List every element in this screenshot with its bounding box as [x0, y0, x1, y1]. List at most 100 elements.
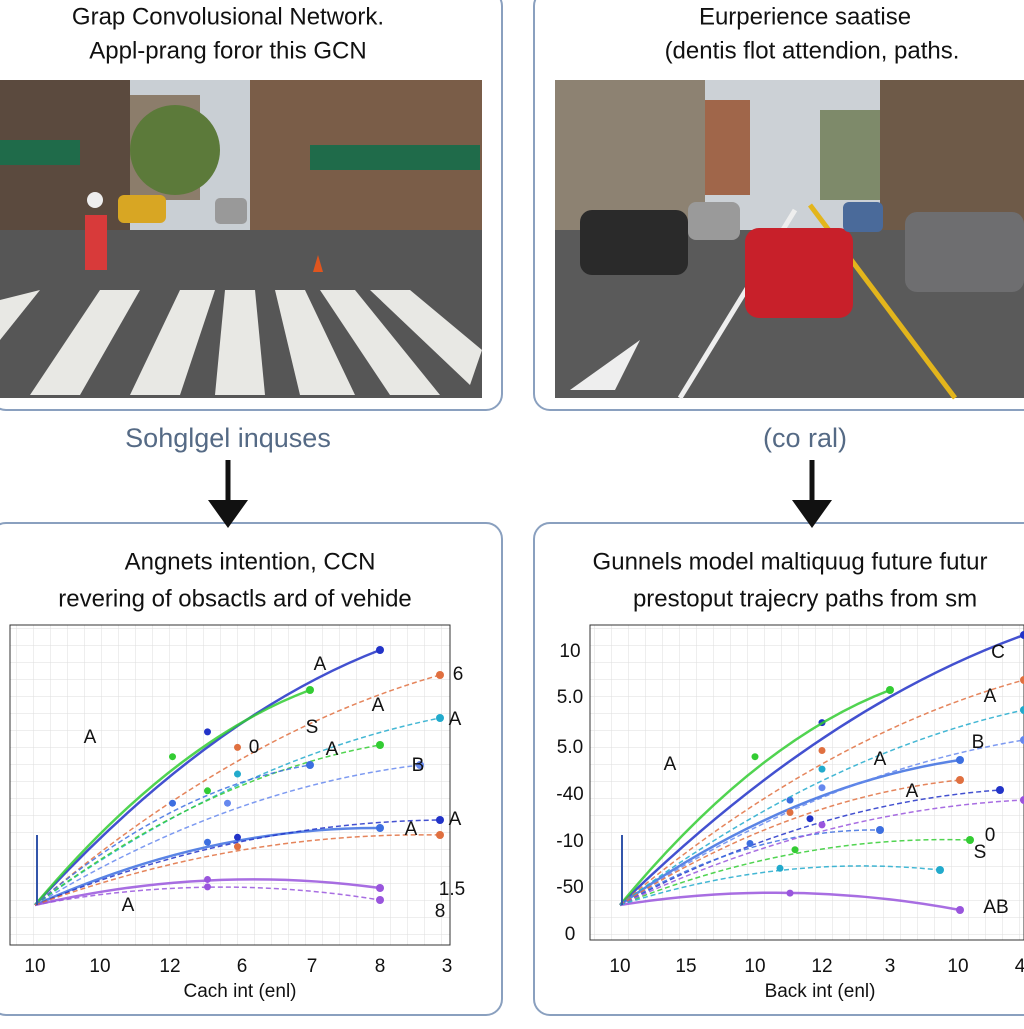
x-tick-label: 3 — [442, 956, 453, 977]
y-tick-label: -50 — [556, 877, 583, 898]
annotation: A — [874, 749, 887, 770]
trajectory-point — [1020, 736, 1024, 744]
trajectory-point — [234, 770, 241, 778]
x-tick-label: 3 — [885, 956, 896, 977]
trajectory-point — [169, 799, 176, 807]
trajectory — [619, 789, 1001, 906]
trajectory-point — [956, 756, 964, 764]
trajectories — [34, 631, 1024, 914]
annotation: C — [991, 642, 1005, 663]
street-photo — [555, 80, 1024, 400]
trajectory-point — [306, 761, 314, 769]
trajectory — [619, 688, 891, 906]
arrow — [208, 460, 248, 528]
y-tick-label: -10 — [556, 831, 583, 852]
trajectory-point — [376, 884, 384, 892]
trajectory-point — [436, 816, 444, 824]
annotation: A — [314, 654, 327, 675]
trajectory-point — [806, 815, 814, 823]
annotation: 1.5 — [439, 879, 465, 900]
trajectory-point — [786, 889, 794, 897]
trajectory-point — [436, 831, 444, 839]
trajectory-point — [956, 906, 964, 914]
panel-title: (dentis flot attendion, paths. — [665, 37, 960, 64]
trajectory-point — [886, 686, 894, 694]
trajectory-point — [1020, 706, 1024, 714]
x-tick-label: 10 — [609, 956, 630, 977]
trajectory — [34, 744, 381, 906]
annotation: S — [306, 717, 319, 738]
trajectory-point — [966, 836, 974, 844]
annotation: 0 — [249, 737, 260, 758]
trajectory-point — [224, 799, 231, 807]
trajectory-point — [786, 809, 794, 816]
trajectory — [619, 838, 971, 906]
trajectory-point — [818, 765, 826, 773]
trajectory-point — [234, 833, 241, 841]
y-tick-label: 5.0 — [557, 687, 583, 708]
trajectory-point — [956, 776, 964, 784]
trajectory-point — [234, 743, 241, 751]
street-photo — [0, 80, 482, 398]
trajectory — [34, 819, 441, 906]
x-tick-label: 7 — [307, 956, 318, 977]
x-tick-label: 10 — [24, 956, 45, 977]
y-tick-label: 0 — [565, 924, 576, 945]
x-tick-label: 6 — [237, 956, 248, 977]
caption: (co ral) — [763, 423, 847, 453]
annotation: A — [906, 781, 919, 802]
panel-title: prestoput trajecry paths from sm — [633, 585, 977, 612]
trajectory — [34, 834, 441, 906]
trajectory-point — [376, 741, 384, 749]
x-axis-label: Back int (enl) — [765, 981, 876, 1002]
trajectory — [619, 709, 1024, 906]
x-axis-label: Cach int (enl) — [184, 981, 297, 1002]
panel-title: Grap Convolusional Network. — [72, 3, 384, 30]
trajectory — [619, 799, 1024, 906]
trajectory-point — [169, 753, 176, 761]
x-tick-label: 12 — [811, 956, 832, 977]
trajectory-point — [1020, 631, 1024, 639]
trajectory-point — [204, 787, 211, 795]
annotation: 8 — [435, 901, 446, 922]
annotation: A — [326, 739, 339, 760]
trajectory-point — [436, 671, 444, 679]
trajectory-point — [751, 753, 759, 761]
panel-title: Eurperience saatise — [699, 3, 911, 30]
trajectory-point — [818, 747, 826, 754]
trajectory-point — [204, 883, 211, 891]
trajectory — [34, 826, 381, 907]
trajectory-point — [936, 866, 944, 874]
x-tick-label: 10 — [947, 956, 968, 977]
annotation: 0 — [985, 825, 996, 846]
y-tick-label: -40 — [556, 784, 583, 805]
trajectory-point — [876, 826, 884, 834]
annotation: S — [974, 842, 987, 863]
annotation: A — [664, 754, 677, 775]
annotation: B — [412, 755, 425, 776]
x-tick-label: 15 — [675, 956, 696, 977]
trajectory-point — [204, 838, 211, 846]
trajectory-point — [306, 686, 314, 694]
trajectory — [34, 886, 381, 906]
trajectory-point — [818, 821, 826, 829]
plot-area — [9, 624, 451, 946]
x-tick-label: 4 — [1015, 956, 1024, 977]
x-tick-label: 12 — [159, 956, 180, 977]
trajectory-point — [204, 875, 211, 883]
trajectory-point — [376, 646, 384, 654]
trajectory-point — [818, 784, 826, 792]
panel-title: Appl-prang foror this GCN — [89, 37, 366, 64]
panel-title: Gunnels model maltiquug future futur — [593, 548, 988, 575]
plot-area — [589, 624, 1024, 941]
annotation: A — [449, 709, 462, 730]
trajectory — [619, 679, 1024, 906]
y-tick-label: 5.0 — [557, 737, 583, 758]
annotation: A — [372, 695, 385, 716]
annotation: A — [84, 727, 97, 748]
trajectory-point — [746, 840, 754, 847]
annotation: AB — [983, 897, 1008, 918]
trajectory — [619, 779, 961, 906]
trajectory — [619, 739, 1024, 906]
